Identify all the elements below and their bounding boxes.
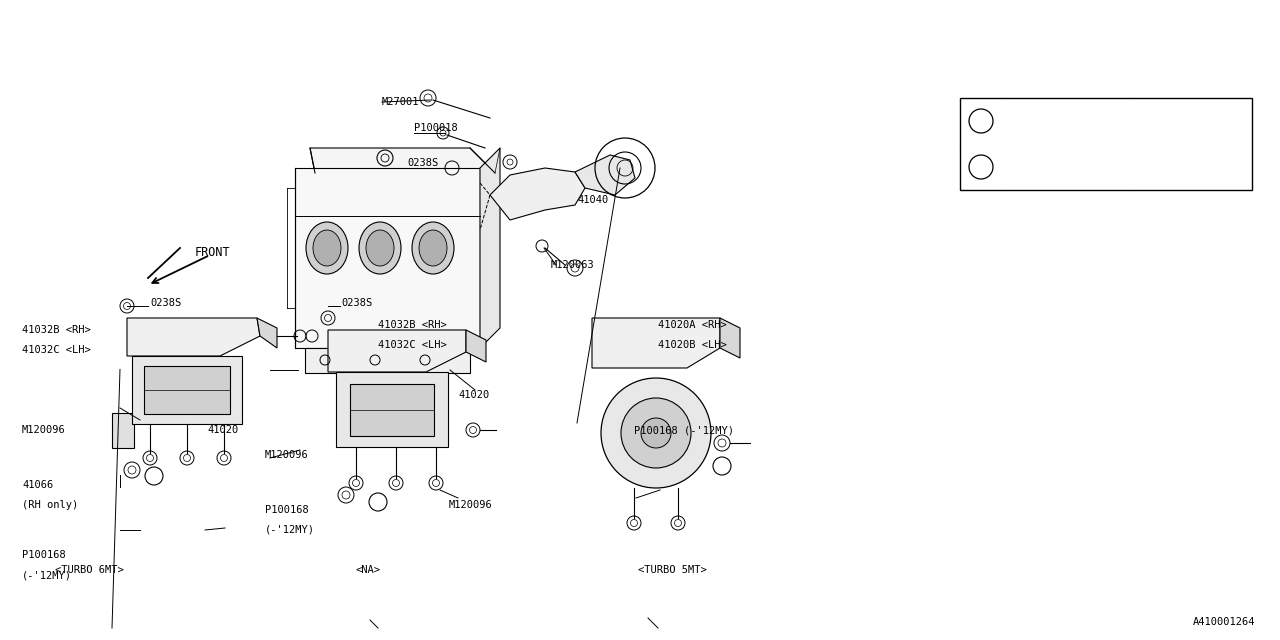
Polygon shape [466,330,486,362]
Text: 1: 1 [978,116,984,126]
Text: 41032C <LH>: 41032C <LH> [378,340,447,350]
Ellipse shape [412,222,454,274]
Polygon shape [257,318,276,348]
Ellipse shape [306,222,348,274]
Text: 1: 1 [719,461,724,470]
Bar [349,384,434,436]
Text: P100168 (-'12MY): P100168 (-'12MY) [634,425,733,435]
Circle shape [969,109,993,133]
Text: 41020: 41020 [458,390,489,400]
Text: ('13MY-): ('13MY-) [1138,162,1188,172]
Polygon shape [719,318,740,358]
Text: <TURBO 5MT>: <TURBO 5MT> [637,565,707,575]
Ellipse shape [314,230,340,266]
Text: 41032B <RH>: 41032B <RH> [378,320,447,330]
Text: 41020B <LH>: 41020B <LH> [658,340,727,350]
Circle shape [145,467,163,485]
Text: 41032C <LH>: 41032C <LH> [22,345,91,355]
Text: FRONT: FRONT [195,246,230,259]
Text: P100168: P100168 [265,505,308,515]
Polygon shape [294,168,480,348]
Circle shape [641,418,671,448]
Text: 41032B <RH>: 41032B <RH> [22,325,91,335]
Text: 0238S: 0238S [150,298,182,308]
Text: M27001: M27001 [381,97,420,107]
Text: M120096: M120096 [449,500,493,510]
Text: <NA>: <NA> [355,565,380,575]
Ellipse shape [366,230,394,266]
Text: (-'12MY): (-'12MY) [1138,116,1188,126]
Bar [132,356,242,424]
Text: N380011: N380011 [1009,162,1052,172]
Text: 41020A <RH>: 41020A <RH> [658,320,727,330]
Polygon shape [575,155,635,195]
Text: 0238S: 0238S [407,158,438,168]
Text: (RH only): (RH only) [22,500,78,510]
Text: M120096: M120096 [22,425,65,435]
Text: P100018: P100018 [413,123,458,133]
Polygon shape [480,148,500,348]
Polygon shape [113,413,134,448]
Polygon shape [328,330,466,372]
Circle shape [713,457,731,475]
Text: <TURBO 6MT>: <TURBO 6MT> [55,565,124,575]
Text: 41066: 41066 [22,480,54,490]
Circle shape [969,155,993,179]
Text: M120096: M120096 [265,450,308,460]
Circle shape [621,398,691,468]
Text: 0238S: 0238S [340,298,372,308]
Polygon shape [490,168,585,220]
Circle shape [602,378,710,488]
Circle shape [369,493,387,511]
Bar [143,366,230,414]
Polygon shape [591,318,719,368]
Text: 1: 1 [375,497,380,506]
Text: M120063: M120063 [550,260,595,270]
Polygon shape [127,318,260,356]
Ellipse shape [419,230,447,266]
Text: (-'12MY): (-'12MY) [265,525,315,535]
Polygon shape [310,148,495,173]
Bar [960,98,1252,190]
Ellipse shape [358,222,401,274]
Polygon shape [305,348,470,373]
Text: 1: 1 [151,472,156,481]
Text: P100168: P100168 [22,550,65,560]
Text: 41020: 41020 [207,425,238,435]
Text: 41040: 41040 [577,195,608,205]
Text: N370028: N370028 [1009,116,1052,126]
Text: 1: 1 [978,162,984,172]
Text: (-'12MY): (-'12MY) [22,570,72,580]
Bar [335,372,448,447]
Text: A410001264: A410001264 [1193,617,1254,627]
